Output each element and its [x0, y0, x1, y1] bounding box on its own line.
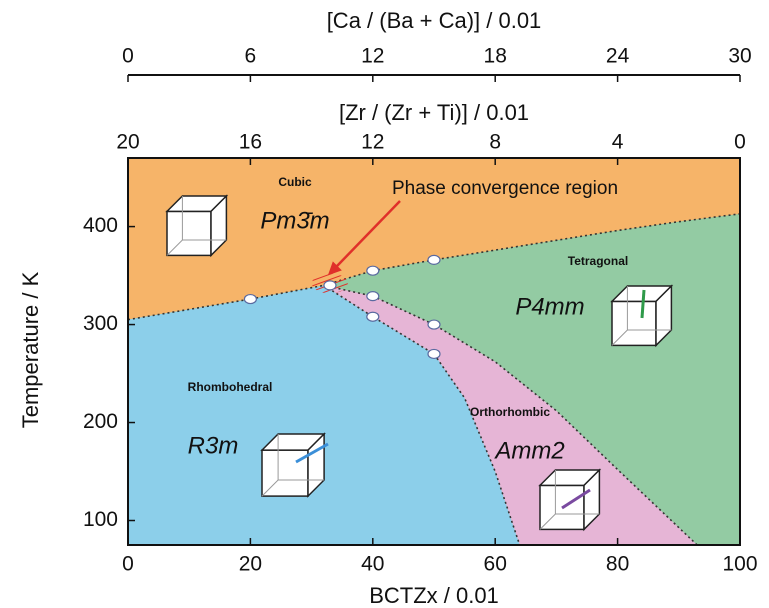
region-name: Rhombohedral — [188, 380, 273, 394]
data-point — [428, 320, 440, 329]
phase-symbol: Pm3̄m — [260, 207, 329, 234]
data-point — [428, 255, 440, 264]
top-tick-label: 24 — [606, 45, 630, 68]
top-tick-label: 18 — [484, 45, 507, 68]
cube-icon — [612, 286, 671, 345]
cube-vector — [642, 290, 644, 318]
y-tick-label: 200 — [83, 410, 118, 433]
top-tick-label: 12 — [361, 131, 384, 154]
top-tick-label: 20 — [116, 131, 139, 154]
y-tick-label: 400 — [83, 214, 118, 237]
page: [Ca / (Ba + Ca)] / 0.01 [Zr / (Zr + Ti)]… — [0, 0, 769, 608]
region-name: Cubic — [278, 175, 312, 189]
top-tick-label: 6 — [245, 45, 257, 68]
x-tick-label: 20 — [239, 553, 262, 576]
data-point — [367, 292, 379, 301]
region-name: Tetragonal — [568, 254, 628, 268]
top-tick-label: 0 — [122, 45, 134, 68]
zr-axis-title: [Zr / (Zr + Ti)] / 0.01 — [339, 100, 529, 125]
chart: [Ca / (Ba + Ca)] / 0.01 [Zr / (Zr + Ti)]… — [0, 0, 769, 608]
top-tick-label: 0 — [734, 131, 746, 154]
region-name: Orthorhombic — [470, 405, 550, 419]
x-axis-title: BCTZx / 0.01 — [369, 583, 499, 608]
phase-symbol: P4mm — [515, 293, 584, 320]
annotation: Phase convergence region — [392, 178, 618, 199]
y-axis-title: Temperature / K — [18, 271, 43, 428]
x-tick-label: 0 — [122, 553, 134, 576]
x-tick-label: 100 — [722, 553, 757, 576]
cube-icon — [167, 196, 226, 255]
y-tick-label: 100 — [83, 508, 118, 531]
data-point — [244, 295, 256, 304]
x-tick-label: 40 — [361, 553, 384, 576]
cube-icon — [540, 470, 599, 529]
top-tick-label: 12 — [361, 45, 384, 68]
phase-symbol: R3m — [188, 432, 239, 459]
ca-axis-title: [Ca / (Ba + Ca)] / 0.01 — [327, 8, 542, 33]
top-tick-label: 16 — [239, 131, 262, 154]
top-tick-label: 4 — [612, 131, 624, 154]
phase-symbol: Amm2 — [493, 437, 564, 464]
top-tick-label: 30 — [728, 45, 751, 68]
x-tick-label: 60 — [484, 553, 507, 576]
data-point — [428, 349, 440, 358]
y-tick-label: 300 — [83, 312, 118, 335]
data-point — [367, 266, 379, 275]
top-tick-label: 8 — [489, 131, 501, 154]
cube-icon — [262, 434, 328, 496]
data-point — [367, 312, 379, 321]
data-point — [324, 281, 336, 290]
x-tick-label: 80 — [606, 553, 629, 576]
